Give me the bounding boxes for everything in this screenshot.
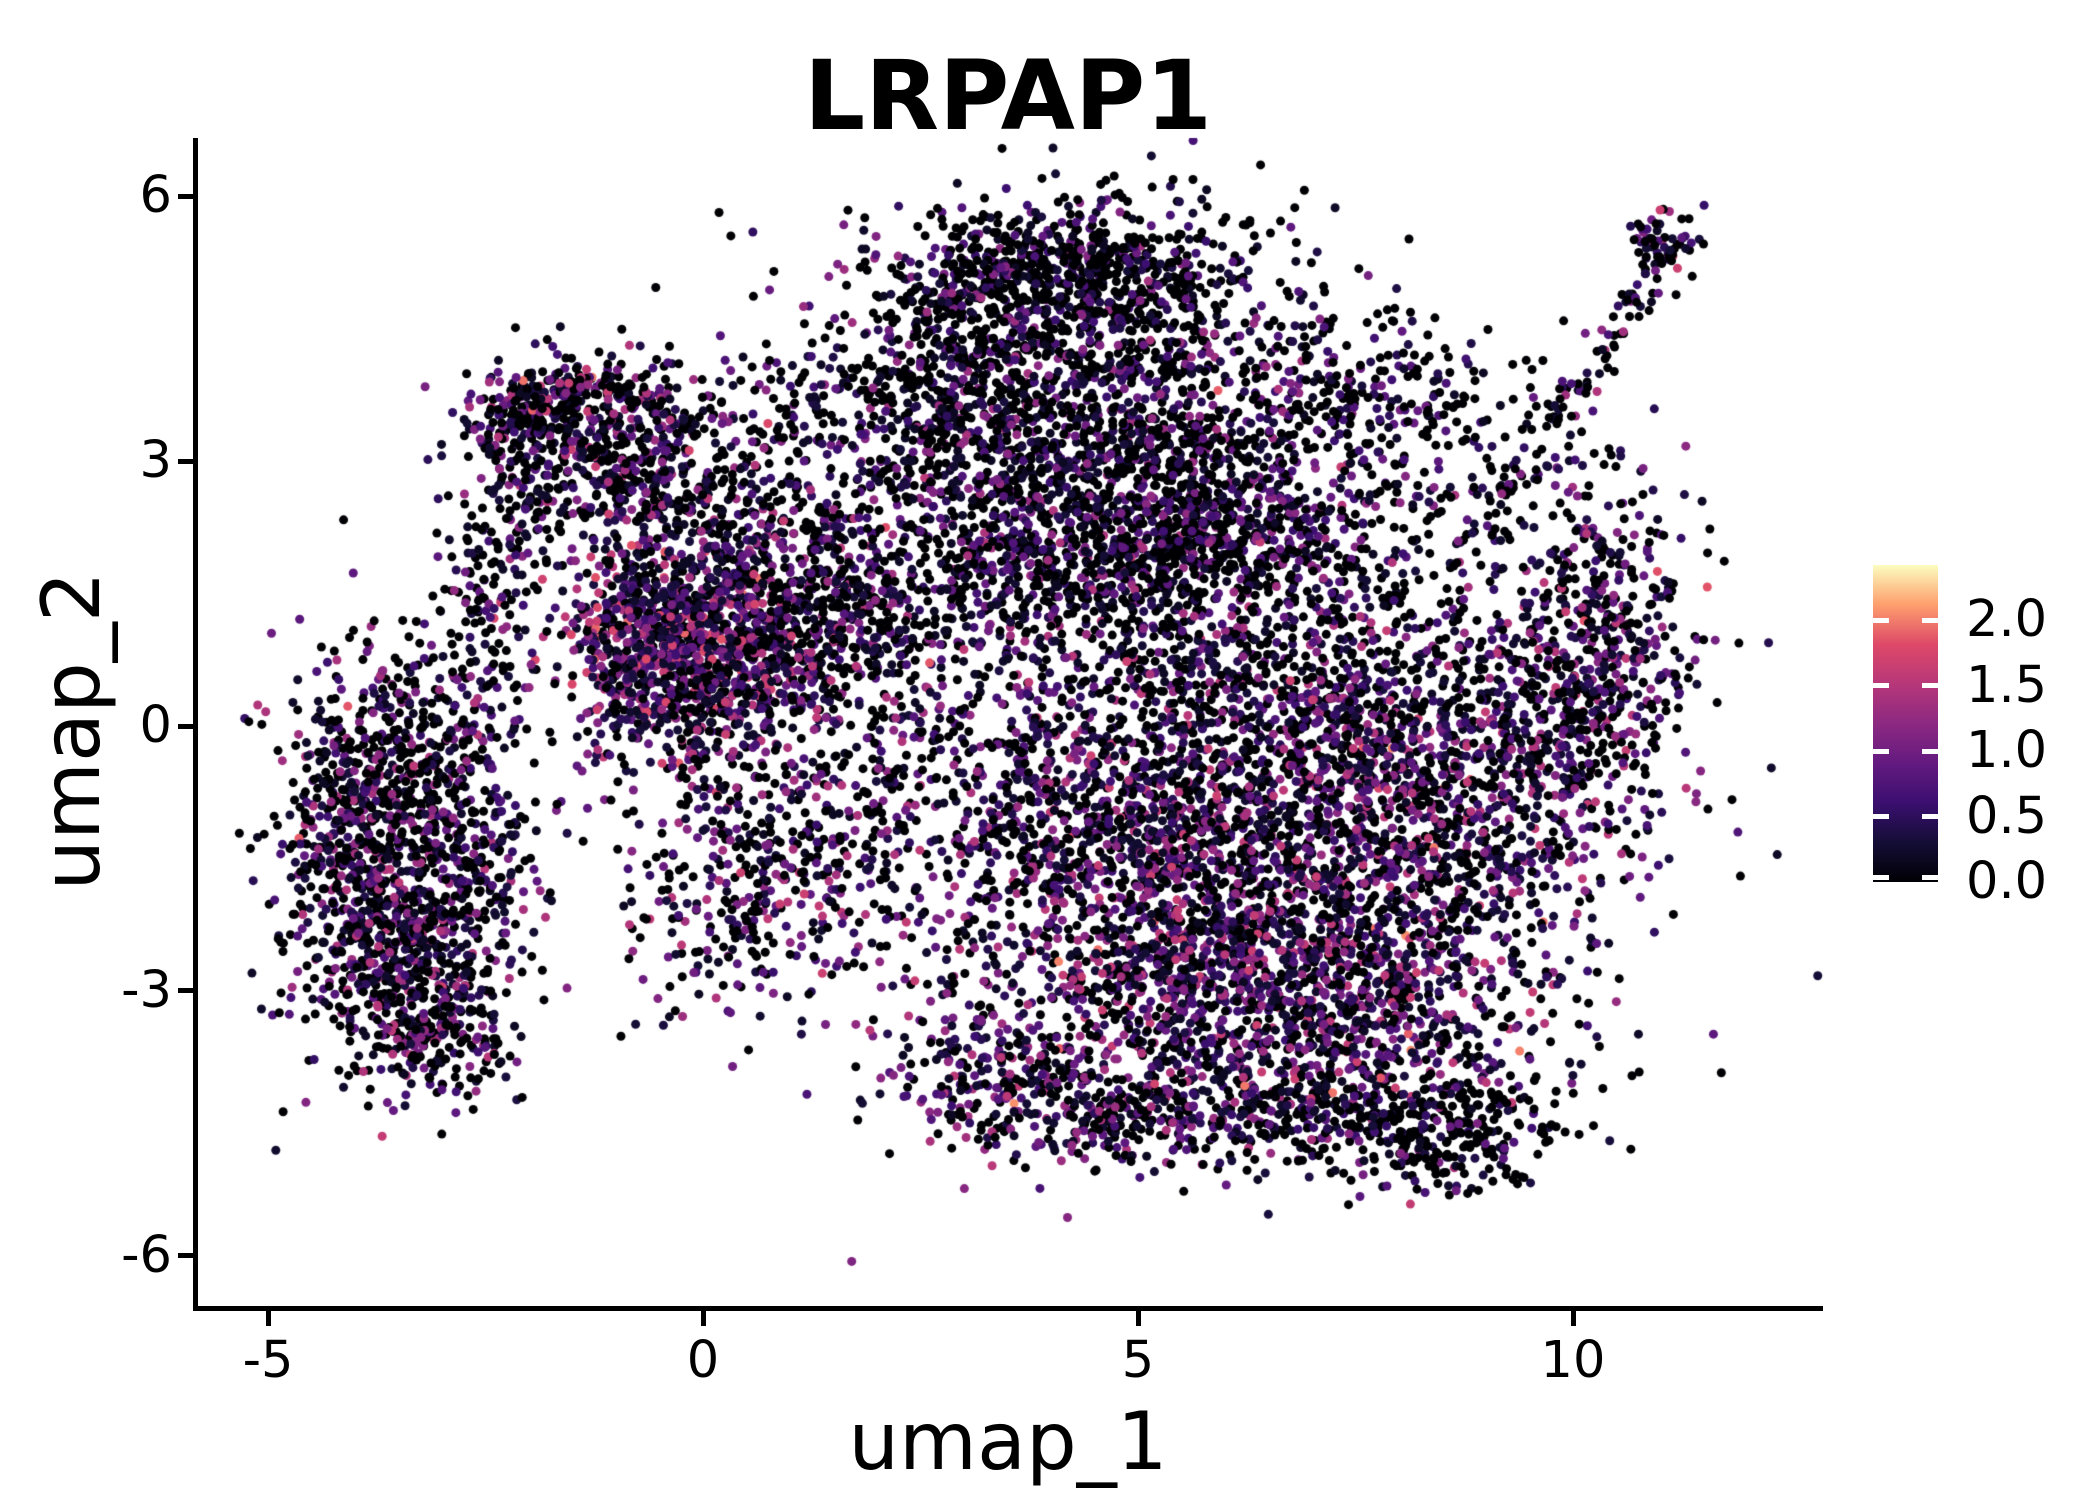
x-tick-mark <box>265 1311 271 1326</box>
colorbar-tick-mark <box>1922 748 1938 754</box>
y-tick-label: -6 <box>121 1225 172 1285</box>
colorbar-tick-mark <box>1873 748 1889 754</box>
colorbar-tick-label: 0.0 <box>1966 852 2048 911</box>
colorbar-tick-mark <box>1873 814 1889 819</box>
x-tick-label: -5 <box>242 1331 294 1390</box>
x-tick-label: 10 <box>1540 1331 1606 1390</box>
x-tick-label: 5 <box>1121 1331 1155 1390</box>
y-tick-mark <box>178 458 193 464</box>
y-tick-mark <box>178 1253 193 1259</box>
y-tick-label: 3 <box>139 431 172 490</box>
y-tick-label: 6 <box>139 166 172 226</box>
colorbar-tick-mark <box>1922 617 1938 623</box>
colorbar-tick-mark <box>1922 683 1938 688</box>
x-tick-mark <box>700 1311 706 1326</box>
colorbar-tick-mark <box>1873 874 1889 880</box>
y-tick-mark <box>178 988 193 994</box>
y-tick-label: 0 <box>139 696 172 755</box>
colorbar-tick-label: 1.5 <box>1966 655 2048 715</box>
colorbar-tick-mark <box>1922 874 1938 880</box>
colorbar-tick-label: 2.0 <box>1966 590 2048 650</box>
x-tick-label: 0 <box>686 1331 720 1390</box>
y-axis-spine <box>193 138 198 1311</box>
x-axis-title: umap_1 <box>848 1395 1168 1488</box>
colorbar-tick-mark <box>1873 617 1889 623</box>
colorbar-tick-mark <box>1873 683 1889 688</box>
plot-title: LRPAP1 <box>803 40 1213 152</box>
y-tick-label: -3 <box>121 960 172 1020</box>
x-tick-mark <box>1135 1311 1141 1326</box>
x-tick-mark <box>1570 1311 1576 1326</box>
colorbar-tick-label: 1.0 <box>1966 721 2048 780</box>
colorbar-tick-mark <box>1922 814 1938 819</box>
colorbar-gradient <box>1873 565 1938 882</box>
colorbar-tick-label: 0.5 <box>1966 786 2048 846</box>
y-tick-mark <box>178 723 193 729</box>
y-tick-mark <box>178 193 193 199</box>
x-axis-spine <box>193 1306 1823 1311</box>
